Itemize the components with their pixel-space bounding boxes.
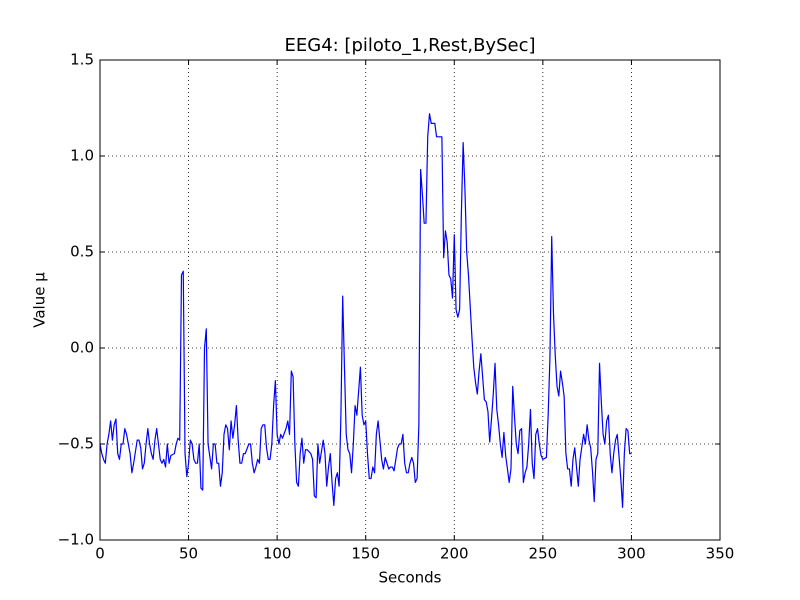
x-axis-label: Seconds — [378, 569, 441, 587]
axes-frame — [99, 59, 721, 541]
x-tick-label: 300 — [617, 545, 646, 563]
plot-area — [99, 113, 632, 508]
y-tick-label: −0.5 — [58, 435, 94, 453]
y-tick-label: 0.5 — [70, 243, 94, 261]
y-tick-label: 1.0 — [70, 147, 94, 165]
x-tick-label: 150 — [351, 545, 380, 563]
x-tick-label: 200 — [440, 545, 469, 563]
x-tick-label: 350 — [706, 545, 735, 563]
chart-title: EEG4: [piloto_1,Rest,BySec] — [285, 35, 536, 56]
y-tick-label: −1.0 — [58, 531, 94, 549]
y-tick-label: 1.5 — [70, 51, 94, 69]
data-line — [99, 113, 632, 508]
x-tick-label: 50 — [179, 545, 198, 563]
x-tick-label: 250 — [529, 545, 558, 563]
x-tick-label: 0 — [95, 545, 105, 563]
y-tick-label: 0.0 — [70, 339, 94, 357]
y-axis-label: Value µ — [31, 272, 49, 328]
x-tick-label: 100 — [263, 545, 292, 563]
